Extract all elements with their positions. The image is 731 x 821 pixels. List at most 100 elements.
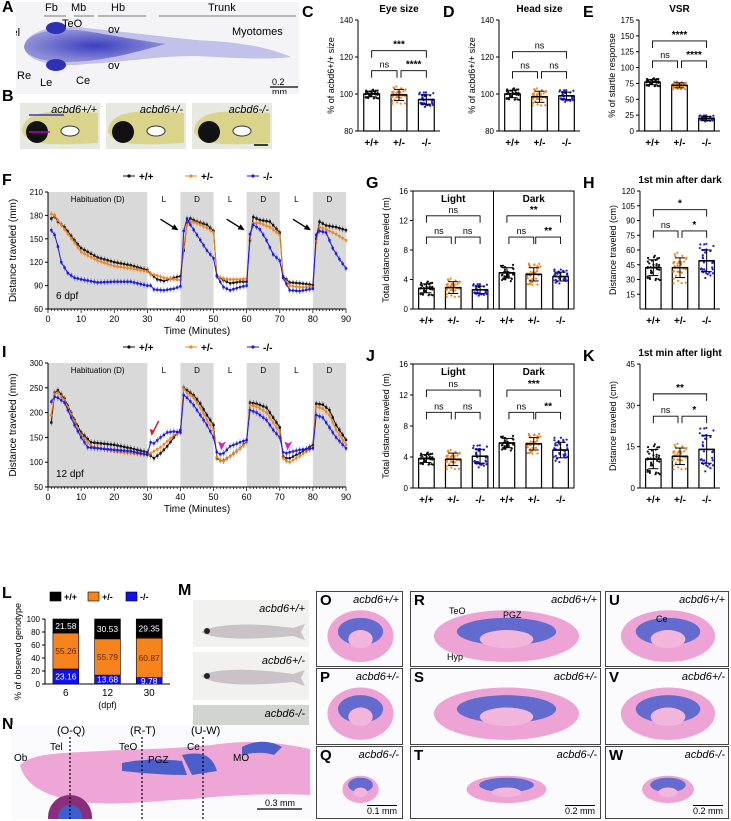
data-point (509, 94, 512, 97)
data-point (262, 219, 265, 222)
genotype-label: acbd6+/- (553, 671, 597, 683)
data-point (146, 284, 149, 287)
data-point (503, 268, 506, 271)
y-tick-label: 0 (36, 680, 41, 689)
label-mo: MO (233, 753, 250, 764)
data-point (109, 443, 113, 446)
significance-label: ns (448, 379, 458, 389)
tissue-section (327, 687, 394, 740)
data-point (554, 444, 557, 447)
data-point (222, 277, 225, 280)
data-point (185, 223, 189, 226)
panel-label-w: W (609, 747, 624, 764)
panel-label-t: T (414, 747, 424, 764)
data-point (109, 448, 113, 451)
data-point (400, 87, 403, 90)
data-point (298, 448, 301, 451)
legend-label: +/+ (139, 343, 154, 354)
data-point (139, 452, 142, 455)
data-point (202, 225, 205, 228)
x-tick-label: 90 (341, 314, 351, 324)
panel-label-j: J (366, 348, 375, 365)
panel-label-c: C (302, 4, 314, 21)
data-point (454, 461, 457, 464)
scale-bar-label: 0.2 mm (564, 805, 595, 816)
data-point (172, 278, 176, 281)
data-point (344, 239, 348, 242)
data-point (534, 277, 538, 280)
marker-u-w: (U-W) (191, 725, 221, 737)
data-point (242, 277, 245, 281)
red-arrowhead-icon (149, 428, 155, 436)
data-point (129, 450, 132, 453)
y-tick-label: 100 (621, 64, 635, 73)
label-tel: Tel (16, 27, 21, 39)
data-point (99, 260, 103, 263)
data-point (265, 239, 268, 242)
x-tick-label: 20 (109, 314, 119, 324)
data-point (482, 293, 485, 296)
data-point (235, 278, 238, 281)
significance-bracket (371, 50, 427, 58)
data-point (288, 281, 291, 284)
y-tick-label: 40 (31, 654, 40, 663)
data-point (706, 465, 709, 468)
data-point (76, 430, 79, 433)
data-point (113, 443, 116, 447)
data-point (392, 86, 395, 89)
data-point (328, 224, 331, 228)
data-point (646, 260, 649, 263)
data-point (553, 447, 556, 450)
data-point (473, 460, 476, 463)
data-point (238, 447, 242, 450)
data-point (238, 441, 242, 444)
significance-label: ns (660, 50, 670, 60)
data-point (189, 220, 192, 223)
data-point (427, 463, 430, 466)
data-point (258, 403, 262, 407)
panel-label-k: K (583, 348, 595, 365)
panel-label-h: H (583, 175, 595, 192)
significance-bracket (400, 70, 427, 78)
data-point (228, 455, 232, 458)
data-point (252, 404, 255, 408)
significance-label: * (692, 405, 696, 416)
data-point (429, 104, 432, 107)
data-point (712, 114, 715, 117)
data-point (328, 408, 331, 412)
data-point (238, 285, 242, 289)
data-point (427, 294, 430, 297)
data-point (255, 225, 258, 229)
data-point (334, 225, 338, 229)
data-point (655, 455, 658, 458)
region-label-teo: TeO (449, 606, 466, 616)
data-point (431, 285, 434, 288)
data-point (103, 280, 106, 284)
data-point (565, 88, 568, 92)
x-tick-label: 90 (341, 492, 351, 502)
data-point (318, 402, 321, 406)
data-point (199, 238, 202, 242)
data-point (116, 261, 119, 265)
data-point (205, 413, 209, 417)
data-point (159, 446, 162, 449)
y-tick-label: 100 (27, 615, 41, 624)
data-point (311, 447, 315, 450)
data-point (338, 257, 341, 261)
data-point (175, 278, 179, 281)
y-tick-label: 140 (340, 16, 354, 25)
data-point (169, 277, 172, 281)
data-point (122, 445, 126, 449)
y-tick-label: 8 (404, 422, 409, 431)
significance-label: *** (393, 40, 405, 51)
data-point (344, 229, 348, 232)
data-point (511, 434, 515, 437)
data-point (182, 387, 185, 390)
significance-label: *** (528, 379, 540, 390)
x-tick-label: +/- (447, 495, 459, 506)
data-point (426, 104, 429, 107)
age-annotation: 12 dpf (56, 469, 84, 480)
y-tick-label: 150 (621, 32, 635, 41)
data-point (324, 406, 328, 409)
data-point (278, 436, 281, 439)
